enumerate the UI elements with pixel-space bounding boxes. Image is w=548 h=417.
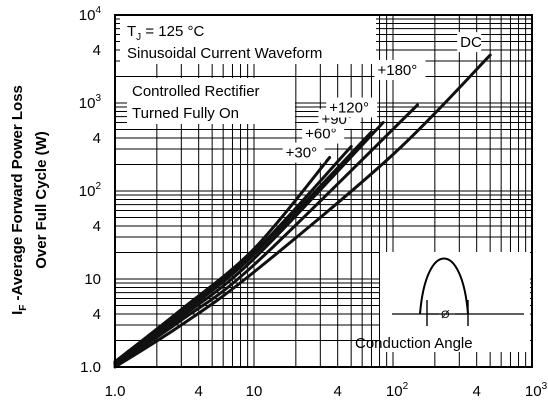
series-line-90	[113, 130, 373, 365]
tj-label: TJ = 125 °C	[127, 23, 204, 43]
tj-subscript: J	[136, 32, 141, 43]
curve-label: +180°	[377, 62, 417, 79]
x-tick-label: 102	[386, 381, 409, 400]
y-axis-title-line1: IF -Average Forward Power Loss	[9, 85, 29, 315]
curve-label: +30°	[286, 145, 317, 162]
y-tick-label: 102	[79, 181, 102, 200]
series-line-DC	[113, 53, 492, 369]
x-tick-label: 4	[473, 383, 481, 400]
y-tick-label: 10	[84, 271, 101, 288]
x-tick-labels: 1.0 4 10 4 102 4 103	[105, 381, 548, 400]
curve-label: +120°	[329, 100, 369, 117]
curve-label-background	[457, 32, 482, 53]
curve-label: +60°	[305, 126, 336, 143]
x-tick-label: 1.0	[105, 383, 126, 400]
y-axis-title: IF -Average Forward Power Loss Over Full…	[9, 85, 50, 315]
x-tick-label: 4	[334, 383, 342, 400]
curve-label: DC	[460, 34, 482, 51]
phi-label: Ø	[441, 309, 450, 321]
y-tick-label: 103	[79, 93, 102, 112]
rectifier-box: Controlled Rectifier Turned Fully On	[127, 78, 295, 124]
series-line-120	[113, 121, 385, 366]
series-line-180	[113, 103, 419, 367]
curve-label-background	[326, 97, 378, 118]
tj-prefix: T	[127, 23, 136, 40]
y-tick-label: 4	[93, 218, 101, 235]
plot-frame	[114, 14, 533, 368]
curve-label-background	[374, 59, 426, 80]
conduction-angle-label: Conduction Angle	[355, 335, 473, 352]
y-tick-label: 104	[79, 5, 102, 24]
inset-wave	[419, 257, 469, 315]
series-layer	[113, 53, 492, 369]
conditions-box: TJ = 125 °C Sinusoidal Current Waveform	[120, 12, 376, 64]
rectifier-line1: Controlled Rectifier	[132, 83, 260, 100]
x-tick-label: 10	[246, 383, 263, 400]
x-tick-label: 103	[525, 381, 548, 400]
y-tick-label: 4	[93, 42, 101, 59]
y-tick-label: 4	[93, 306, 101, 323]
curve-labels: +30°+60°+90°+120°+180°DC	[282, 32, 482, 163]
rectifier-line2: Turned Fully On	[132, 105, 239, 122]
conduction-angle-inset: Ø Conduction Angle	[355, 252, 530, 352]
y-tick-label: 1.0	[80, 359, 101, 376]
waveform-label: Sinusoidal Current Waveform	[127, 45, 322, 62]
series-line-60	[113, 145, 353, 365]
x-tick-label: 4	[195, 383, 203, 400]
series-line-30	[113, 156, 332, 364]
curve-label-background	[282, 142, 325, 163]
tj-value: = 125 °C	[141, 23, 204, 40]
y-axis-title-line2: Over Full Cycle (W)	[33, 131, 50, 269]
y-tick-label: 4	[93, 130, 101, 147]
